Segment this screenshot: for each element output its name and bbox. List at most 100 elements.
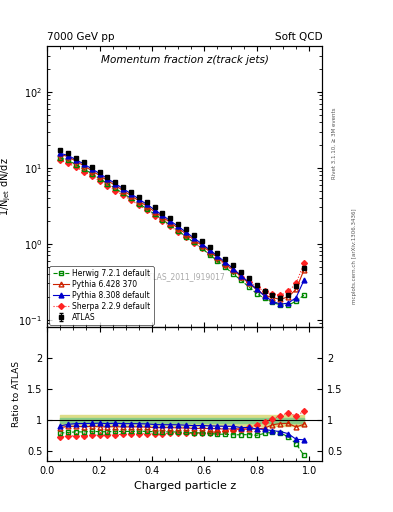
Text: ATLAS_2011_I919017: ATLAS_2011_I919017 xyxy=(144,272,226,281)
Pythia 8.308 default xyxy=(207,247,212,253)
Y-axis label: Ratio to ATLAS: Ratio to ATLAS xyxy=(12,361,21,427)
Pythia 8.308 default xyxy=(223,259,228,265)
Pythia 8.308 default xyxy=(286,300,290,306)
Pythia 6.428 370 xyxy=(246,281,251,287)
Sherpa 2.2.9 default xyxy=(144,207,149,214)
Pythia 6.428 370 xyxy=(184,231,188,237)
Herwig 7.2.1 default xyxy=(191,239,196,245)
Herwig 7.2.1 default xyxy=(215,258,220,264)
Pythia 6.428 370 xyxy=(199,242,204,248)
Herwig 7.2.1 default xyxy=(144,206,149,212)
Pythia 8.308 default xyxy=(121,186,125,192)
Pythia 6.428 370 xyxy=(81,163,86,169)
Pythia 6.428 370 xyxy=(286,294,290,300)
Herwig 7.2.1 default xyxy=(121,190,125,197)
Pythia 8.308 default xyxy=(270,298,275,304)
Herwig 7.2.1 default xyxy=(294,298,298,304)
Pythia 6.428 370 xyxy=(239,273,243,280)
Line: Pythia 6.428 370: Pythia 6.428 370 xyxy=(58,152,307,302)
Pythia 8.308 default xyxy=(113,180,118,186)
Sherpa 2.2.9 default xyxy=(81,168,86,175)
Pythia 6.428 370 xyxy=(97,173,102,179)
Herwig 7.2.1 default xyxy=(152,211,157,217)
Sherpa 2.2.9 default xyxy=(191,240,196,246)
Herwig 7.2.1 default xyxy=(270,299,275,305)
Sherpa 2.2.9 default xyxy=(105,183,110,189)
Sherpa 2.2.9 default xyxy=(184,234,188,240)
Herwig 7.2.1 default xyxy=(73,162,78,168)
Pythia 6.428 370 xyxy=(105,177,110,183)
Legend: Herwig 7.2.1 default, Pythia 6.428 370, Pythia 8.308 default, Sherpa 2.2.9 defau: Herwig 7.2.1 default, Pythia 6.428 370, … xyxy=(50,266,154,325)
Text: mcplots.cern.ch [arXiv:1306.3436]: mcplots.cern.ch [arXiv:1306.3436] xyxy=(352,208,357,304)
Herwig 7.2.1 default xyxy=(97,176,102,182)
Pythia 8.308 default xyxy=(246,279,251,285)
Pythia 8.308 default xyxy=(97,170,102,177)
Pythia 6.428 370 xyxy=(207,248,212,254)
Pythia 6.428 370 xyxy=(270,294,275,301)
Text: Momentum fraction z(track jets): Momentum fraction z(track jets) xyxy=(101,54,269,65)
Pythia 8.308 default xyxy=(176,223,180,229)
Herwig 7.2.1 default xyxy=(168,222,173,228)
Text: 7000 GeV pp: 7000 GeV pp xyxy=(47,32,115,42)
Pythia 6.428 370 xyxy=(73,158,78,164)
Pythia 8.308 default xyxy=(89,166,94,172)
Pythia 6.428 370 xyxy=(58,152,62,158)
Pythia 8.308 default xyxy=(254,286,259,292)
Pythia 8.308 default xyxy=(239,272,243,279)
Pythia 8.308 default xyxy=(129,190,133,197)
Pythia 6.428 370 xyxy=(144,203,149,209)
Herwig 7.2.1 default xyxy=(81,166,86,172)
Pythia 6.428 370 xyxy=(215,254,220,261)
Herwig 7.2.1 default xyxy=(105,180,110,186)
Herwig 7.2.1 default xyxy=(301,292,306,298)
Herwig 7.2.1 default xyxy=(254,291,259,297)
Pythia 6.428 370 xyxy=(66,154,70,160)
Herwig 7.2.1 default xyxy=(239,277,243,283)
Pythia 6.428 370 xyxy=(121,187,125,194)
Sherpa 2.2.9 default xyxy=(66,160,70,166)
Line: Sherpa 2.2.9 default: Sherpa 2.2.9 default xyxy=(58,158,306,297)
Sherpa 2.2.9 default xyxy=(270,291,275,297)
Pythia 8.308 default xyxy=(262,293,267,299)
Pythia 8.308 default xyxy=(73,157,78,163)
Sherpa 2.2.9 default xyxy=(301,261,306,267)
Pythia 6.428 370 xyxy=(231,267,235,273)
Pythia 8.308 default xyxy=(81,161,86,167)
Herwig 7.2.1 default xyxy=(160,217,165,223)
Sherpa 2.2.9 default xyxy=(176,229,180,235)
Sherpa 2.2.9 default xyxy=(294,281,298,287)
Pythia 8.308 default xyxy=(301,277,306,283)
Pythia 8.308 default xyxy=(191,235,196,241)
Herwig 7.2.1 default xyxy=(246,284,251,290)
Sherpa 2.2.9 default xyxy=(199,245,204,251)
Pythia 8.308 default xyxy=(184,229,188,235)
Pythia 6.428 370 xyxy=(129,193,133,199)
Sherpa 2.2.9 default xyxy=(207,251,212,257)
Pythia 6.428 370 xyxy=(191,237,196,243)
Sherpa 2.2.9 default xyxy=(97,178,102,184)
Sherpa 2.2.9 default xyxy=(223,262,228,268)
Y-axis label: 1/N$_\mathregular{jet}$ dN/dz: 1/N$_\mathregular{jet}$ dN/dz xyxy=(0,157,13,216)
Sherpa 2.2.9 default xyxy=(168,223,173,229)
Pythia 8.308 default xyxy=(231,266,235,272)
Sherpa 2.2.9 default xyxy=(129,197,133,203)
Sherpa 2.2.9 default xyxy=(160,218,165,224)
Pythia 6.428 370 xyxy=(168,220,173,226)
Pythia 8.308 default xyxy=(160,212,165,218)
Pythia 6.428 370 xyxy=(223,261,228,267)
Pythia 8.308 default xyxy=(136,196,141,202)
Sherpa 2.2.9 default xyxy=(152,212,157,219)
Sherpa 2.2.9 default xyxy=(73,164,78,170)
Sherpa 2.2.9 default xyxy=(215,257,220,263)
Herwig 7.2.1 default xyxy=(58,155,62,161)
Sherpa 2.2.9 default xyxy=(136,202,141,208)
Herwig 7.2.1 default xyxy=(113,185,118,191)
Pythia 8.308 default xyxy=(199,241,204,247)
Pythia 8.308 default xyxy=(215,253,220,259)
Herwig 7.2.1 default xyxy=(278,302,283,308)
Herwig 7.2.1 default xyxy=(207,251,212,258)
Line: Herwig 7.2.1 default: Herwig 7.2.1 default xyxy=(58,156,307,308)
Sherpa 2.2.9 default xyxy=(254,284,259,290)
Sherpa 2.2.9 default xyxy=(89,173,94,179)
Sherpa 2.2.9 default xyxy=(262,288,267,294)
